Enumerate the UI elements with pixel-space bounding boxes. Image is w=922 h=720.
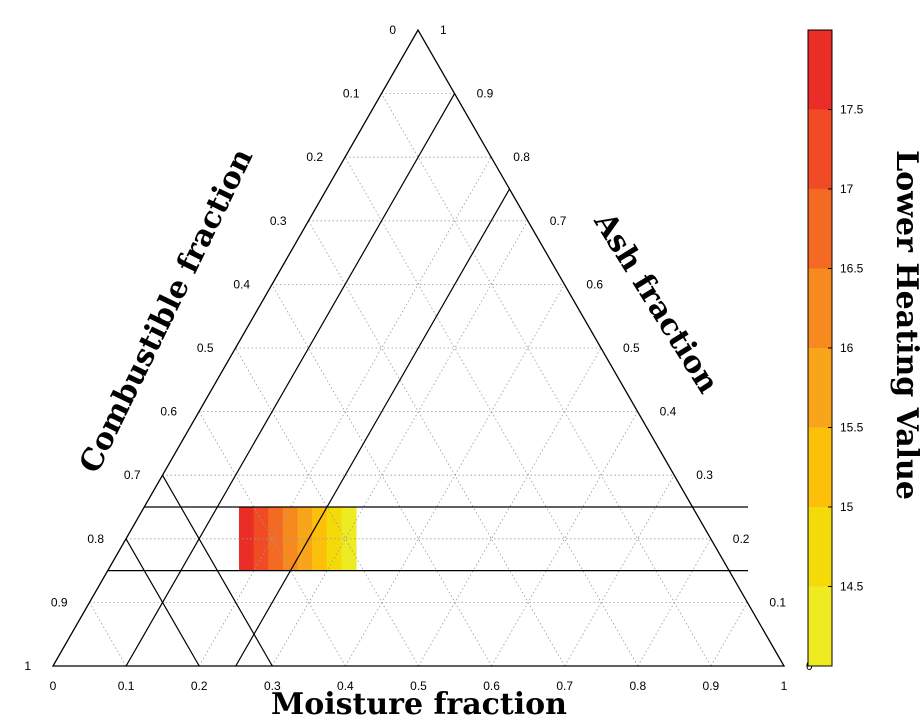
grid-line bbox=[89, 602, 127, 667]
ash-tick-label: 0.4 bbox=[660, 405, 677, 419]
moisture-tick-label: 0.7 bbox=[556, 679, 573, 693]
combustible-axis-title: Combustible fraction bbox=[73, 143, 261, 478]
colorbar-swatch bbox=[808, 586, 832, 666]
grid-line bbox=[235, 347, 419, 667]
moisture-tick-label: 0.4 bbox=[337, 679, 354, 693]
moisture-constraint-line bbox=[125, 93, 456, 667]
combustible-tick-label: 0.8 bbox=[87, 532, 104, 546]
moisture-tick-label: 0.9 bbox=[703, 679, 720, 693]
grid-line bbox=[710, 602, 748, 667]
combustible-tick-label: 1 bbox=[24, 659, 31, 673]
combustible-tick-label: 0.7 bbox=[124, 468, 141, 482]
combustible-tick-label: 0.9 bbox=[51, 595, 68, 609]
ash-tick-label: 0.3 bbox=[696, 468, 713, 482]
moisture-tick-label: 1 bbox=[781, 679, 788, 693]
grid-line bbox=[344, 157, 639, 667]
ash-tick-label: 0.1 bbox=[769, 595, 786, 609]
colorbar-swatch bbox=[808, 30, 832, 110]
moisture-tick-label: 0.5 bbox=[410, 679, 427, 693]
ash-tick-label: 1 bbox=[440, 23, 447, 37]
colorbar-swatch bbox=[808, 109, 832, 189]
combustible-tick-label: 0.4 bbox=[233, 277, 250, 291]
colorbar-tick-label: 15.5 bbox=[840, 421, 864, 435]
colorbar-title: Lower Heating Value bbox=[889, 150, 922, 500]
colorbar-tick-label: 17.5 bbox=[840, 103, 864, 117]
grid-line bbox=[271, 220, 529, 667]
moisture-tick-label: 0 bbox=[50, 679, 57, 693]
combustible-tick-label: 0.3 bbox=[270, 214, 287, 228]
combustible-tick-label: 0.1 bbox=[343, 87, 360, 101]
colorbar-tick-label: 15 bbox=[840, 500, 854, 514]
combustible-tick-label: 0.5 bbox=[197, 341, 214, 355]
colorbar-swatch bbox=[808, 507, 832, 587]
moisture-tick-label: 0.1 bbox=[118, 679, 135, 693]
grid-line bbox=[491, 411, 638, 667]
grid-line bbox=[564, 475, 675, 667]
constraint-lines bbox=[107, 93, 748, 667]
ash-tick-label: 0.7 bbox=[550, 214, 567, 228]
moisture-tick-label: 0.3 bbox=[264, 679, 281, 693]
grid-line bbox=[198, 411, 346, 667]
combustible-tick-label: 0.2 bbox=[306, 150, 323, 164]
ash-tick-label: 0.6 bbox=[586, 277, 603, 291]
ash-tick-label: 0.9 bbox=[477, 87, 494, 101]
colorbar-swatch bbox=[808, 189, 832, 269]
grid-line bbox=[198, 157, 492, 667]
combustible-tick-label: 0.6 bbox=[160, 405, 177, 419]
grid-line bbox=[308, 220, 566, 667]
moisture-constraint-line bbox=[235, 188, 511, 667]
colorbar-tick-label: 14.5 bbox=[840, 580, 864, 594]
grid bbox=[89, 93, 748, 667]
ash-axis-title: Ash fraction bbox=[586, 206, 725, 400]
colorbar-tick-label: 16 bbox=[840, 341, 854, 355]
grid-line bbox=[418, 347, 602, 667]
combustible-tick-label: 0 bbox=[389, 23, 396, 37]
colorbar-swatch bbox=[808, 268, 832, 348]
colorbar-tick-label: 17 bbox=[840, 182, 854, 196]
grid-line bbox=[271, 284, 492, 667]
tick-labels: 0 0.1 0.2 0.3 0.4 0.5 0.6 0.7 0.8 0.9 1 0 0.1 0.2 0.3 0… bbox=[24, 23, 813, 693]
moisture-tick-label: 0.2 bbox=[191, 679, 208, 693]
moisture-tick-label: 0.8 bbox=[629, 679, 646, 693]
triangle-frame bbox=[51, 28, 786, 667]
colorbar-tick-label: 16.5 bbox=[840, 262, 864, 276]
colorbar-swatch bbox=[808, 348, 832, 428]
colorbar: 14.5 15 15.5 16 16.5 17 17.5 bbox=[807, 29, 864, 667]
ash-tick-label: 0.8 bbox=[513, 150, 530, 164]
moisture-tick-label: 0.6 bbox=[483, 679, 500, 693]
moisture-axis-title: Moisture fraction bbox=[271, 687, 567, 720]
grid-line bbox=[381, 93, 712, 667]
colorbar-swatch bbox=[808, 427, 832, 507]
ash-tick-label: 0.2 bbox=[733, 532, 750, 546]
ash-tick-label: 0.5 bbox=[623, 341, 640, 355]
